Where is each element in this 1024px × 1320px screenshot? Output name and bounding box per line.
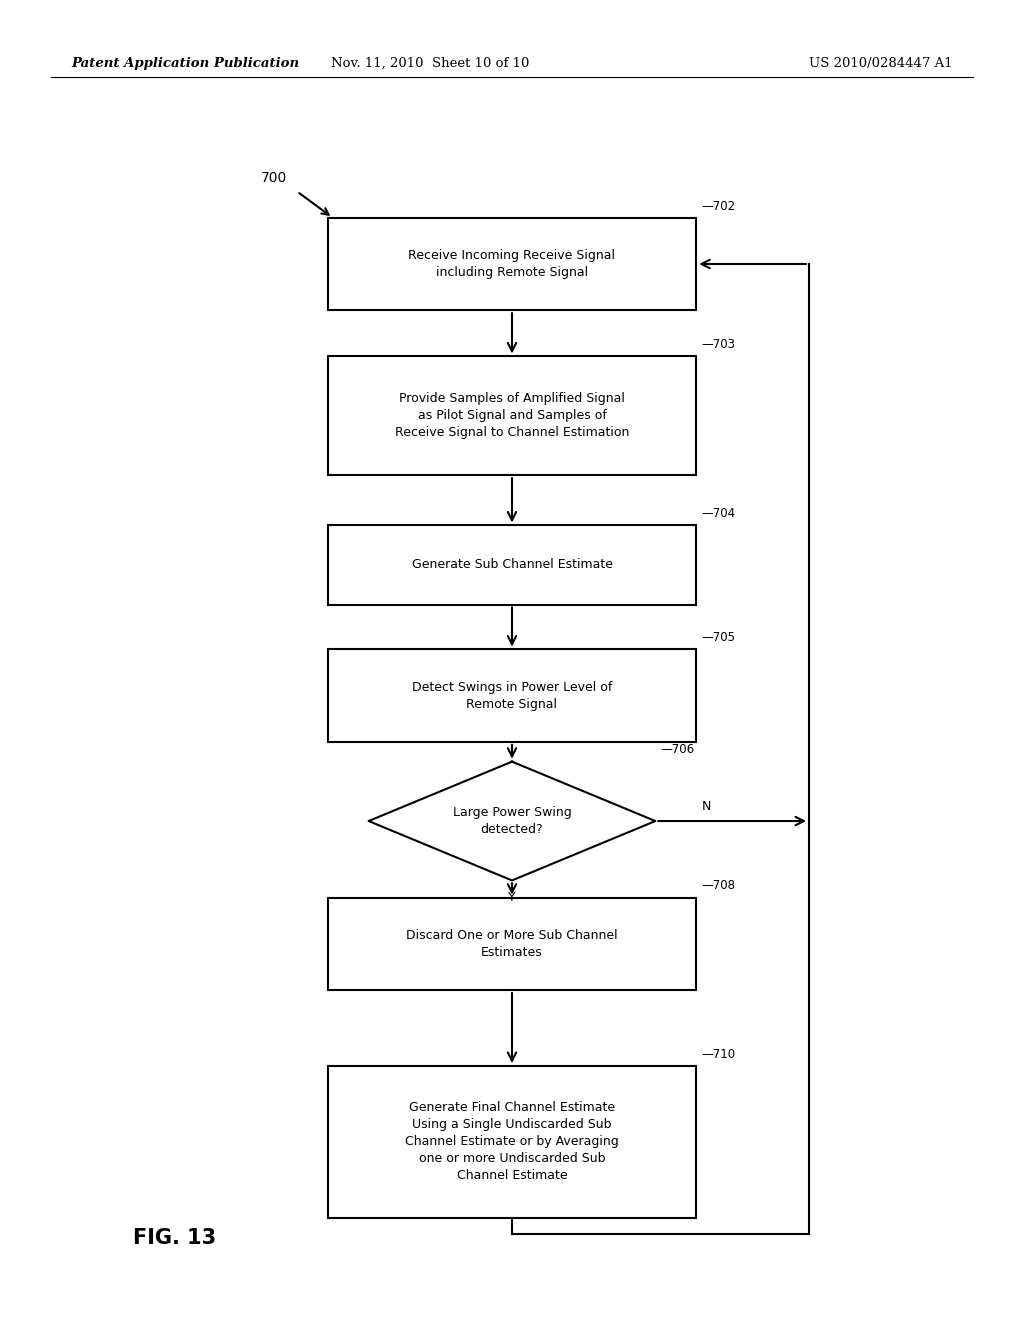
Text: Provide Samples of Amplified Signal
as Pilot Signal and Samples of
Receive Signa: Provide Samples of Amplified Signal as P…: [395, 392, 629, 440]
FancyBboxPatch shape: [328, 356, 696, 475]
FancyBboxPatch shape: [328, 1067, 696, 1217]
Text: N: N: [701, 800, 712, 813]
FancyBboxPatch shape: [328, 525, 696, 605]
Text: —710: —710: [701, 1048, 735, 1061]
Text: US 2010/0284447 A1: US 2010/0284447 A1: [809, 57, 952, 70]
FancyBboxPatch shape: [328, 649, 696, 742]
FancyBboxPatch shape: [328, 898, 696, 990]
Text: Nov. 11, 2010  Sheet 10 of 10: Nov. 11, 2010 Sheet 10 of 10: [331, 57, 529, 70]
Text: Y: Y: [508, 891, 516, 904]
Text: —708: —708: [701, 879, 735, 892]
Text: —704: —704: [701, 507, 735, 520]
Text: Patent Application Publication: Patent Application Publication: [72, 57, 300, 70]
Text: —705: —705: [701, 631, 735, 644]
Text: Generate Sub Channel Estimate: Generate Sub Channel Estimate: [412, 558, 612, 572]
Text: —702: —702: [701, 199, 735, 213]
Text: Detect Swings in Power Level of
Remote Signal: Detect Swings in Power Level of Remote S…: [412, 681, 612, 710]
Text: 700: 700: [261, 172, 288, 185]
Text: Discard One or More Sub Channel
Estimates: Discard One or More Sub Channel Estimate…: [407, 929, 617, 958]
Text: Generate Final Channel Estimate
Using a Single Undiscarded Sub
Channel Estimate : Generate Final Channel Estimate Using a …: [406, 1101, 618, 1183]
FancyBboxPatch shape: [328, 218, 696, 310]
Text: Large Power Swing
detected?: Large Power Swing detected?: [453, 807, 571, 836]
Text: —703: —703: [701, 338, 735, 351]
Polygon shape: [369, 762, 655, 880]
Text: FIG. 13: FIG. 13: [133, 1228, 216, 1249]
Text: —706: —706: [660, 743, 694, 756]
Text: Receive Incoming Receive Signal
including Remote Signal: Receive Incoming Receive Signal includin…: [409, 249, 615, 279]
